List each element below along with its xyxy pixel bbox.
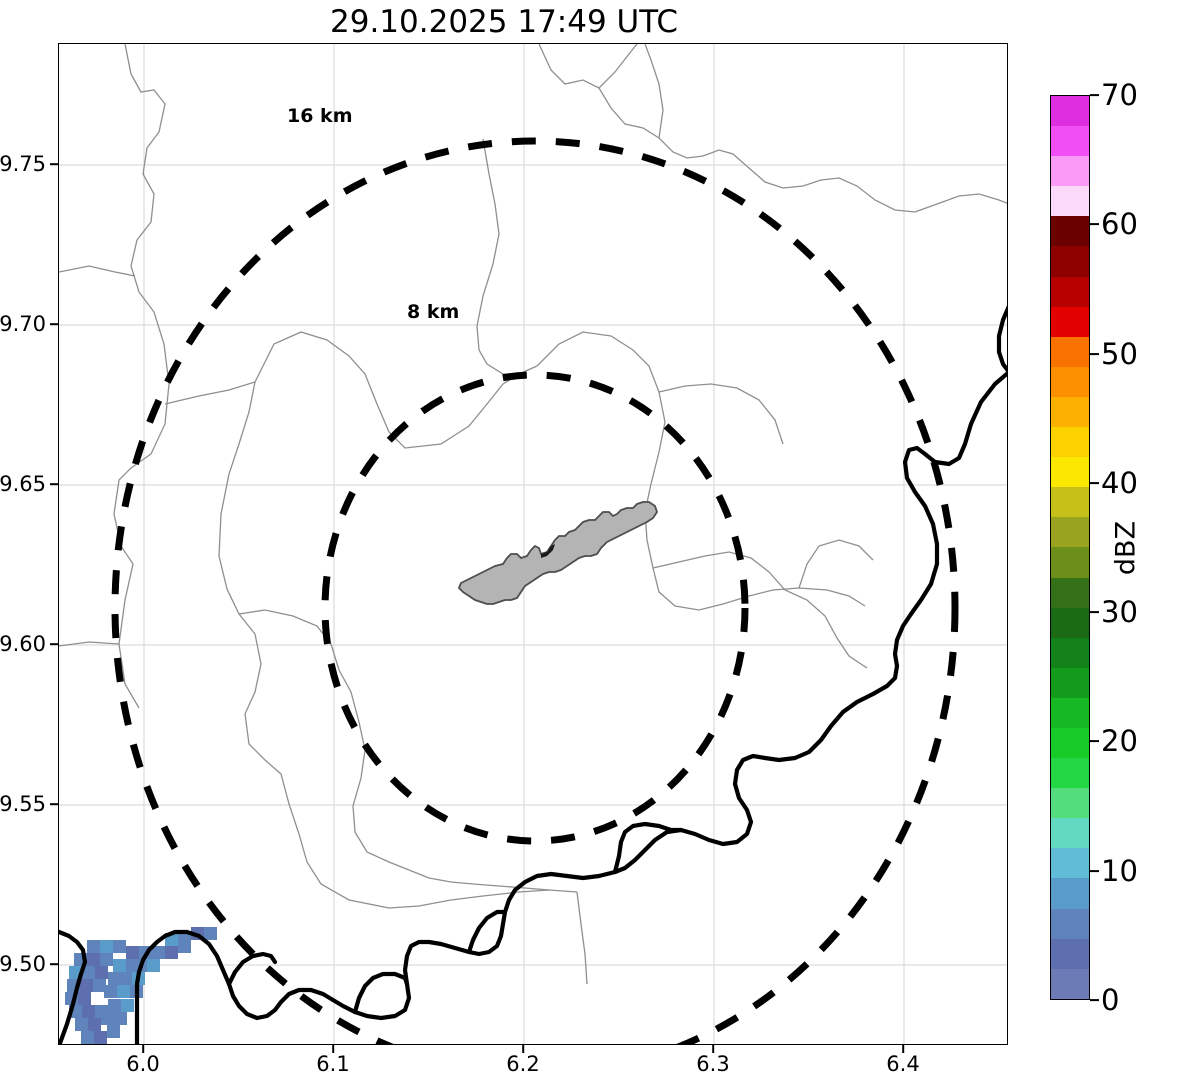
map-plot-area[interactable]: 16 km 8 km [58,43,1008,1045]
range-ring-16km [111,137,959,1044]
colorbar-band-22 [1051,758,1089,789]
colorbar-tick-mark [1090,740,1099,742]
colorbar-band-6 [1051,276,1089,307]
colorbar-band-15 [1051,547,1089,578]
colorbar-tick-mark [1090,223,1099,225]
x-tick-mark [142,1045,144,1053]
y-tick-label-4970: 49.70 [0,312,46,336]
colorbar-band-23 [1051,788,1089,819]
colorbar-tick-mark [1090,999,1099,1001]
y-tick-mark [50,483,58,485]
colorbar-band-10 [1051,396,1089,428]
x-tick-mark [522,1045,524,1053]
colorbar-band-17 [1051,607,1089,638]
colorbar-tick-label-20: 20 [1101,724,1138,758]
x-tick-mark [712,1045,714,1053]
colorbar-band-3 [1051,186,1089,217]
colorbar-band-0 [1051,96,1089,127]
x-tick-label-64: 6.4 [886,1052,920,1076]
colorbar-band-21 [1051,727,1089,759]
colorbar-axis-label: dBZ [1110,520,1142,576]
colorbar-tick-mark [1090,94,1099,96]
colorbar-band-16 [1051,577,1089,608]
colorbar-tick-label-50: 50 [1101,337,1138,371]
colorbar-band-25 [1051,848,1089,879]
colorbar-band-4 [1051,216,1089,247]
colorbar-band-11 [1051,427,1089,458]
colorbar[interactable] [1050,95,1090,1000]
colorbar-band-8 [1051,336,1089,367]
colorbar-tick-label-0: 0 [1101,983,1120,1017]
y-tick-label-4955: 49.55 [0,792,46,816]
x-tick-label-62: 6.2 [506,1052,540,1076]
y-tick-label-4950: 49.50 [0,952,46,976]
colorbar-tick-mark [1090,870,1099,872]
x-tick-mark [332,1045,334,1053]
colorbar-tick-label-70: 70 [1101,78,1138,112]
x-tick-label-63: 6.3 [696,1052,730,1076]
colorbar-tick-label-10: 10 [1101,854,1138,888]
colorbar-band-5 [1051,246,1089,277]
colorbar-band-2 [1051,156,1089,187]
colorbar-band-9 [1051,366,1089,397]
gridlines [59,44,1007,1044]
colorbar-band-14 [1051,517,1089,548]
y-tick-mark [50,323,58,325]
y-tick-label-4975: 49.75 [0,152,46,176]
page-title: 29.10.2025 17:49 UTC [330,4,678,40]
colorbar-band-24 [1051,818,1089,849]
colorbar-band-26 [1051,878,1089,909]
colorbar-band-29 [1051,968,1089,999]
range-rings [111,137,959,1044]
radar-echo-layer [65,927,217,1044]
colorbar-band-20 [1051,697,1089,728]
colorbar-tick-mark [1090,611,1099,613]
colorbar-band-27 [1051,908,1089,939]
colorbar-band-12 [1051,457,1089,488]
x-tick-label-61: 6.1 [316,1052,350,1076]
range-ring-16km-label: 16 km [287,105,353,127]
commune-boundaries [59,44,1007,985]
colorbar-band-7 [1051,306,1089,337]
y-tick-mark [50,803,58,805]
range-ring-8km [321,371,749,845]
country-border [59,305,1007,1044]
colorbar-tick-mark [1090,482,1099,484]
y-tick-mark [50,163,58,165]
y-tick-mark [50,643,58,645]
colorbar-band-1 [1051,126,1089,157]
colorbar-tick-label-30: 30 [1101,595,1138,629]
colorbar-tick-label-40: 40 [1101,466,1138,500]
map-canvas [59,44,1007,1044]
colorbar-band-28 [1051,938,1089,969]
colorbar-tick-label-60: 60 [1101,207,1138,241]
y-tick-label-4960: 49.60 [0,632,46,656]
y-tick-label-4965: 49.65 [0,472,46,496]
x-tick-mark [902,1045,904,1053]
y-tick-mark [50,963,58,965]
range-ring-8km-label: 8 km [407,301,460,323]
colorbar-tick-mark [1090,353,1099,355]
colorbar-band-18 [1051,637,1089,668]
colorbar-band-13 [1051,487,1089,518]
city-polygon [458,501,658,605]
colorbar-band-19 [1051,667,1089,698]
x-tick-label-60: 6.0 [126,1052,160,1076]
